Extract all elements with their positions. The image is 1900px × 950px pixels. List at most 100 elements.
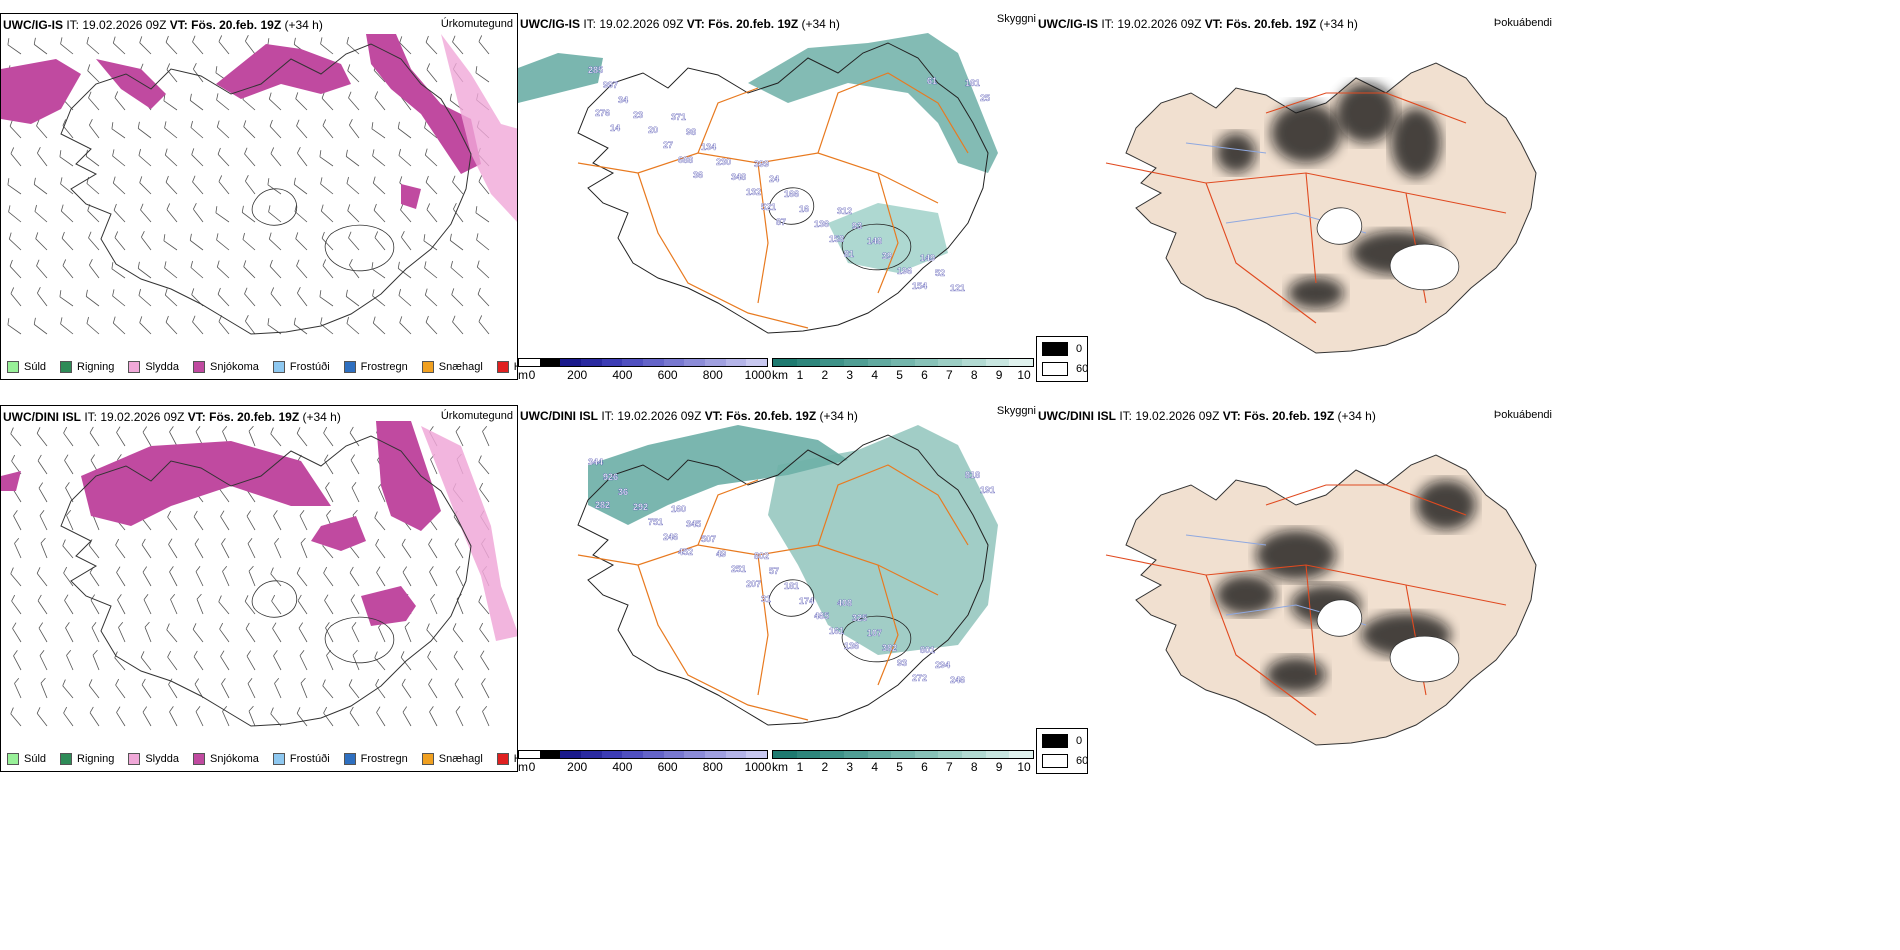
wind-barb-icon: [295, 232, 308, 251]
scale-tick: 1: [796, 760, 804, 774]
wind-barb-icon: [400, 651, 412, 671]
wind-barb-icon: [371, 122, 386, 139]
road-line: [697, 479, 759, 546]
wind-barb-icon: [85, 149, 100, 167]
scale-tick: 4: [871, 368, 878, 382]
cloud-base-label: 408: [837, 598, 852, 608]
wind-barb-icon: [92, 649, 100, 671]
cloud-base-label: 276: [595, 108, 610, 118]
snow-area: [81, 441, 331, 526]
legend-swatch: [272, 753, 285, 765]
cloud-base-label: 751: [648, 517, 663, 527]
visibility-scale-1: km 1 2 3 4 5 6 7 8 9 10: [772, 358, 1034, 382]
fog-swatch-0: [1042, 734, 1068, 748]
colorbar-segment: [519, 751, 540, 758]
wind-barb-icon: [454, 678, 464, 699]
wind-barb-icon: [139, 36, 152, 55]
wind-barb-icon: [325, 622, 334, 643]
wind-barb-icon: [221, 678, 230, 699]
legend-item-7: Haglél: [496, 361, 517, 373]
wind-barb-icon: [164, 288, 178, 307]
fog-area: [1256, 530, 1336, 580]
wind-barb-icon: [137, 121, 152, 139]
precip-legend-2: Súld Rigning Slydda Snjókoma Frostúði Frostre…: [7, 753, 517, 765]
wind-barb-icon: [192, 175, 204, 195]
colorbar-segment: [663, 751, 685, 758]
scale-tick: 8: [970, 760, 978, 774]
wind-barb-icon: [455, 426, 464, 447]
glacier-area: [1316, 599, 1363, 637]
wind-barb-icon: [378, 621, 386, 643]
fog-area: [1416, 480, 1476, 530]
road-line: [757, 162, 769, 304]
wind-barb-icon: [219, 622, 230, 643]
panel-header-2c: UWC/DINI ISL IT: 19.02.2026 09Z VT: Fös.…: [1038, 409, 1376, 423]
colorbar-segment: [705, 359, 726, 366]
cloud-base-label: 452: [678, 547, 693, 557]
legend-swatch: [272, 361, 285, 373]
wind-barb-icon: [349, 566, 360, 587]
wind-barb-icon: [453, 203, 464, 223]
snow-area: [1, 471, 21, 491]
visibility-unit: km: [772, 368, 788, 382]
wind-barb-icon: [247, 678, 256, 699]
wind-barb-icon: [402, 706, 412, 727]
wind-barb-icon: [454, 538, 464, 559]
wind-barb-icon: [475, 206, 490, 223]
wind-barb-icon: [456, 593, 464, 615]
wind-barb-icon: [8, 205, 22, 223]
fog-label-60: 60: [1076, 363, 1089, 375]
wind-barb-icon: [114, 91, 126, 111]
cloud-base-label: 292: [633, 502, 648, 512]
wind-barb-icon: [244, 147, 256, 167]
wind-barb-icon: [216, 260, 230, 279]
visibility-field-label: Skyggni: [996, 13, 1036, 25]
land-area: [1125, 62, 1537, 354]
wind-barb-icon: [348, 91, 360, 111]
cloud-base-label: 246: [950, 675, 965, 685]
wind-barb-icon: [351, 482, 360, 503]
cloud-base-label: 181: [784, 581, 799, 591]
wind-barb-icon: [324, 594, 334, 615]
wind-barb-icon: [428, 538, 438, 559]
wind-barb-icon: [113, 203, 126, 223]
wind-barb-icon: [140, 203, 152, 223]
colorbar-segment: [581, 751, 602, 758]
wind-barb-icon: [319, 150, 334, 167]
cloud-base-colorbar: [518, 358, 768, 367]
wind-barb-icon: [195, 566, 204, 587]
cloud-base-label: 160: [671, 504, 686, 514]
cloud-base-label: 181: [965, 78, 980, 88]
cloud-base-label: 191: [980, 485, 995, 495]
wind-barb-icon: [193, 510, 204, 531]
wind-barb-icon: [376, 566, 386, 587]
legend-item-1: Rigning: [60, 753, 114, 765]
wind-barb-icon: [36, 119, 48, 139]
wind-barb-icon: [191, 288, 204, 307]
wind-barb-icon: [112, 149, 126, 167]
colorbar-segment: [867, 359, 892, 366]
cloud-base-scale-1: m 0 200 400 600 800 1000: [518, 358, 771, 382]
wind-barb-icon: [270, 567, 282, 587]
scale-tick: 5: [896, 368, 903, 382]
legend-swatch: [192, 753, 205, 765]
fog-field-label: Þokuábendi: [1493, 409, 1552, 421]
cloud-base-label: 802: [754, 551, 769, 561]
wind-barb-icon: [37, 287, 48, 307]
wind-barb-icon: [269, 259, 282, 279]
wind-barb-icon: [455, 566, 464, 587]
wind-barb-icon: [296, 119, 308, 139]
cloud-base-label: 818: [965, 470, 980, 480]
wind-barb-icon: [112, 289, 126, 307]
wind-barb-icon: [35, 232, 48, 251]
colorbar-segment: [962, 751, 986, 758]
wind-barb-icon: [195, 706, 204, 727]
legend-swatch: [60, 361, 73, 373]
sleet-area: [421, 426, 517, 641]
scale-tick: 2: [821, 368, 829, 382]
legend-item-5: Frostregn: [343, 361, 408, 373]
wind-barb-icon: [137, 261, 152, 279]
cloud-base-label: 87: [776, 217, 786, 227]
wind-barb-icon: [169, 706, 178, 727]
wind-barb-icon: [300, 677, 308, 699]
